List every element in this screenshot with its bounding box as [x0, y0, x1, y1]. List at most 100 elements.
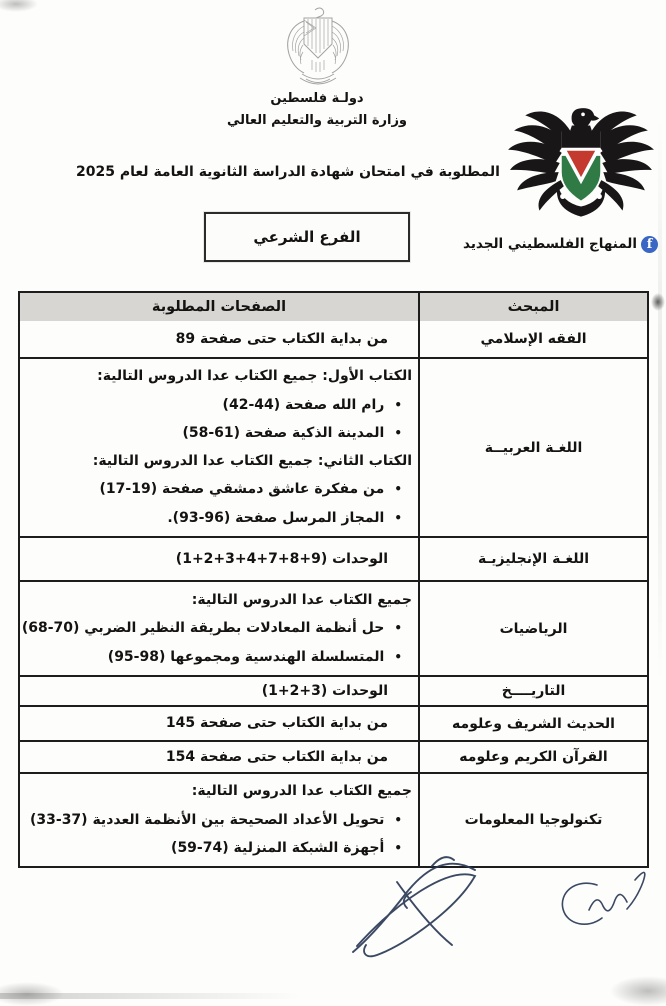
- pages-cell: الكتاب الأول: جميع الكتاب عدا الدروس الت…: [20, 359, 418, 536]
- curriculum-logo: [505, 100, 657, 232]
- bullet-icon: •: [394, 649, 402, 664]
- branch-box: الفرع الشرعي: [204, 212, 410, 262]
- pages-text: من بداية الكتاب حتى صفحة 145: [165, 715, 388, 731]
- subject-cell: الفقه الإسلامي: [418, 321, 647, 357]
- pages-text: حل أنظمة المعادلات بطريقة النظير الضربي …: [21, 620, 385, 636]
- lesson-bullet-line: • أجهزة الشبكة المنزلية (74-59): [20, 838, 418, 859]
- emblem-right-hatch: [331, 25, 344, 65]
- country-name: دولـة فلسطين: [270, 91, 364, 106]
- pages-text: رام الله صفحة (44-42): [222, 396, 385, 413]
- lesson-bullet-line: • تحويل الأعداد الصحيحة بين الأنظمة العدد…: [20, 810, 418, 831]
- subject-cell: اللغـة الإنجليزيـة: [418, 538, 647, 580]
- lesson-bullet-line: • حل أنظمة المعادلات بطريقة النظير الضربي…: [20, 618, 418, 639]
- subject-cell: تكنولوجيا المعلومات: [418, 774, 647, 866]
- lesson-bullet-line: • من مفكرة عاشق دمشقي صفحة (19-17): [20, 479, 418, 500]
- bullet-icon: •: [394, 425, 402, 440]
- subject-cell: القرآن الكريم وعلومه: [418, 742, 647, 772]
- bullet-icon: •: [394, 812, 402, 827]
- lesson-bullet-line: • المتسلسلة الهندسية ومجموعها (98-95): [20, 647, 418, 668]
- bullet-icon: •: [394, 482, 402, 497]
- table-header-pages: الصفحات المطلوبة: [151, 299, 287, 315]
- tail-dot-left: [560, 193, 566, 200]
- pages-text: جميع الكتاب عدا الدروس التالية:: [191, 783, 412, 800]
- pages-text: جميع الكتاب عدا الدروس التالية:: [191, 591, 412, 608]
- pages-text: الكتاب الأول: جميع الكتاب عدا الدروس الت…: [97, 368, 412, 385]
- pages-text: الكتاب الثاني: جميع الكتاب عدا الدروس ال…: [92, 453, 412, 470]
- lesson-bullet-line: • المدينة الذكية صفحة (61-58): [20, 423, 418, 444]
- pages-cell: من بداية الكتاب حتى صفحة 89: [20, 321, 418, 357]
- pages-cell: من بداية الكتاب حتى صفحة 145: [20, 707, 418, 740]
- emblem-right-wing: [331, 20, 349, 74]
- emblem-left-hatch: [292, 25, 305, 65]
- flag-shield: [561, 131, 601, 201]
- pages-text: المجاز المرسل صفحة (96-93).: [167, 509, 385, 526]
- pages-line: الوحدات (3+2+1): [20, 681, 418, 702]
- table-row: الوحدات (3+2+1) التاريــــخ: [20, 675, 647, 705]
- pages-text: من بداية الكتاب حتى صفحة 154: [165, 748, 388, 765]
- signatures: [352, 856, 646, 958]
- pages-line: من بداية الكتاب حتى صفحة 154: [20, 747, 418, 768]
- emblem-tail: [311, 60, 325, 72]
- pages-line: من بداية الكتاب حتى صفحة 89: [20, 329, 418, 350]
- facebook-icon: f: [641, 235, 658, 253]
- bullet-icon: •: [394, 510, 402, 525]
- pages-text: من مفكرة عاشق دمشقي صفحة (19-17): [99, 481, 385, 498]
- bullet-icon: •: [394, 621, 402, 635]
- table-header-row: الصفحات المطلوبة المبحث: [20, 293, 647, 321]
- document-title: المادة المطلوبة في امتحان شهادة الدراسة …: [76, 164, 545, 180]
- scan-artifact: [0, 993, 300, 999]
- table-row: جميع الكتاب عدا الدروس التالية: • تحويل ال…: [20, 772, 647, 866]
- emblem-ribbon: [299, 73, 337, 85]
- pages-text: الوحدات (3+2+1): [261, 682, 388, 699]
- table-row: من بداية الكتاب حتى صفحة 154 القرآن الكري…: [20, 740, 647, 772]
- pages-cell: الوحدات (9+8+7+4+3+2+1): [20, 538, 418, 580]
- signature-left: [352, 856, 477, 958]
- pages-text: تحويل الأعداد الصحيحة بين الأنظمة العددي…: [29, 811, 385, 828]
- scan-artifact: [651, 293, 665, 311]
- emblem-left-wing: [287, 20, 305, 74]
- eagle-head: [571, 108, 600, 129]
- pages-line: الوحدات (9+8+7+4+3+2+1): [20, 549, 418, 570]
- bullet-icon: •: [394, 397, 402, 412]
- table-row: من بداية الكتاب حتى صفحة 145 الحديث الشري…: [20, 705, 647, 740]
- table-row: جميع الكتاب عدا الدروس التالية: • حل أنظمة…: [20, 580, 647, 675]
- pages-cell: الوحدات (3+2+1): [20, 677, 418, 705]
- lesson-bullet-line: • رام الله صفحة (44-42): [20, 395, 418, 416]
- ministry-name: وزارة التربية والتعليم العالي: [226, 113, 408, 128]
- table-row: الوحدات (9+8+7+4+3+2+1) اللغـة الإنجليزيـ…: [20, 536, 647, 580]
- emblem-head: [314, 7, 325, 19]
- bullet-icon: •: [394, 840, 402, 855]
- pages-line: الكتاب الأول: جميع الكتاب عدا الدروس الت…: [20, 366, 418, 387]
- scan-artifact: [0, 0, 38, 12]
- eagle-icon: [508, 108, 654, 217]
- curriculum-name-line: f المنهاج الفلسطيني الجديد: [458, 233, 658, 255]
- pages-cell: جميع الكتاب عدا الدروس التالية: • تحويل ال…: [20, 774, 418, 866]
- table-row: من بداية الكتاب حتى صفحة 89 الفقه الإسلام…: [20, 321, 647, 357]
- pages-text: الوحدات (9+8+7+4+3+2+1): [175, 550, 388, 567]
- national-emblem-icon: [287, 7, 349, 85]
- subject-cell: الرياضيات: [418, 582, 647, 675]
- materials-table: الصفحات المطلوبة المبحث من بداية الكتاب …: [18, 291, 649, 868]
- subject-cell: التاريــــخ: [418, 677, 647, 705]
- subject-cell: اللغـة العربيــة: [418, 359, 647, 536]
- tail-dot-right: [596, 193, 602, 200]
- table-row: الكتاب الأول: جميع الكتاب عدا الدروس الت…: [20, 357, 647, 536]
- pages-line: من بداية الكتاب حتى صفحة 145: [20, 713, 418, 734]
- pages-cell: من بداية الكتاب حتى صفحة 154: [20, 742, 418, 772]
- pages-text: أجهزة الشبكة المنزلية (74-59): [171, 839, 385, 856]
- pages-text: المدينة الذكية صفحة (61-58): [182, 424, 385, 441]
- table-header-subject: المبحث: [418, 293, 647, 321]
- right-wing: [590, 111, 654, 211]
- lesson-bullet-line: • المجاز المرسل صفحة (96-93).: [20, 508, 418, 529]
- pages-line: الكتاب الثاني: جميع الكتاب عدا الدروس ال…: [20, 451, 418, 472]
- eagle-tail: [556, 184, 606, 217]
- pages-cell: جميع الكتاب عدا الدروس التالية: • حل أنظمة…: [20, 582, 418, 675]
- scan-artifact: [658, 120, 662, 680]
- signature-right: [561, 871, 646, 926]
- curriculum-name: المنهاج الفلسطيني الجديد: [463, 236, 637, 252]
- pages-text: من بداية الكتاب حتى صفحة 89: [175, 330, 388, 347]
- emblem-shield: [303, 17, 333, 59]
- scan-artifact: [0, 982, 64, 1006]
- eye-dot: [581, 112, 585, 117]
- pages-line: جميع الكتاب عدا الدروس التالية:: [20, 781, 418, 802]
